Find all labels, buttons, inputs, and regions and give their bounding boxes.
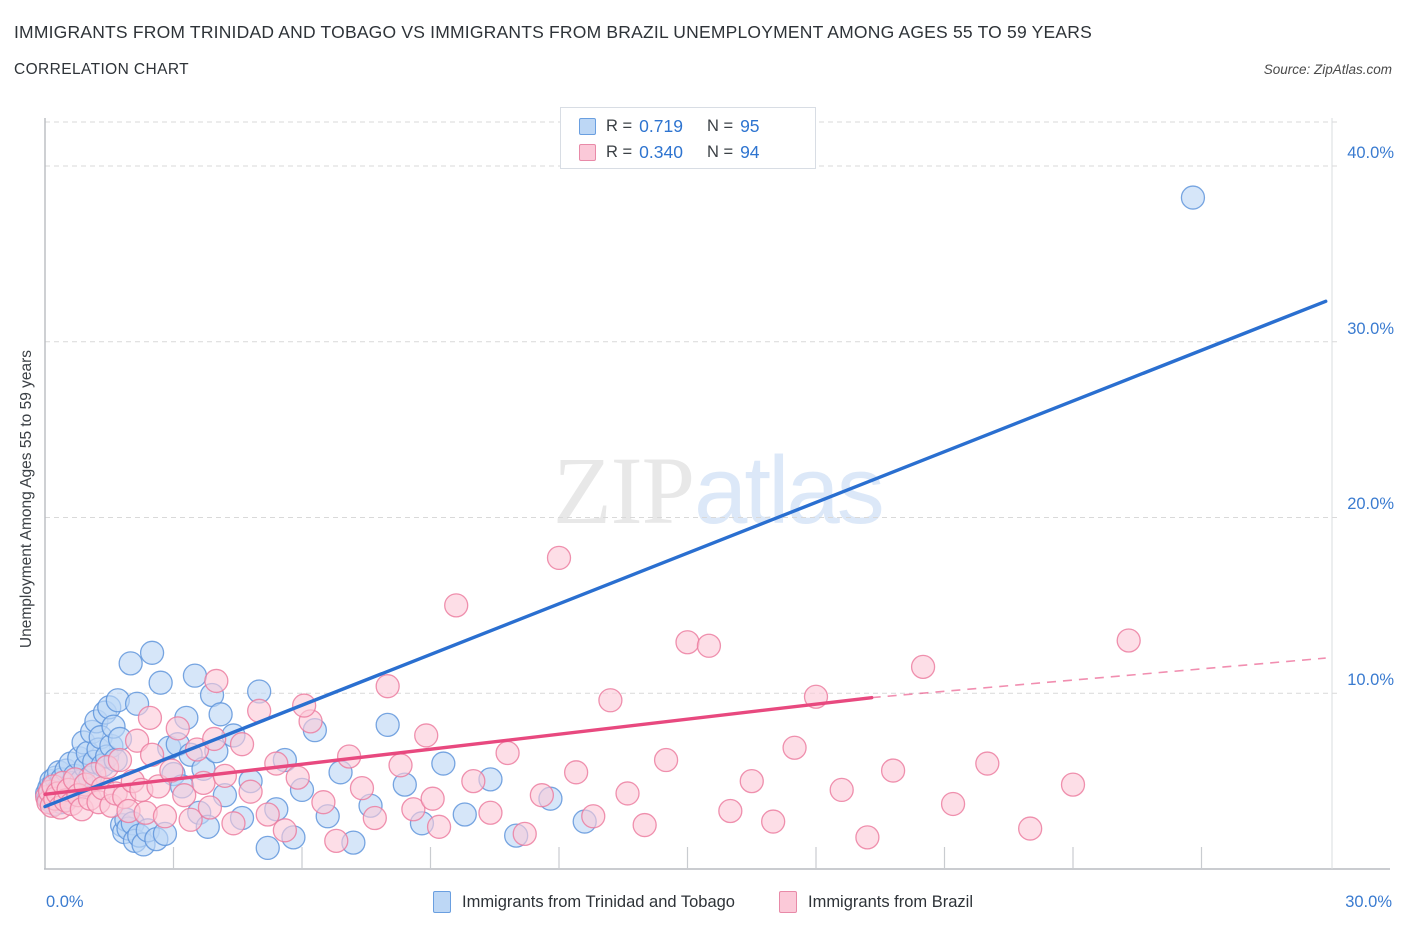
y-axis-title: Unemployment Among Ages 55 to 59 years [18, 349, 35, 649]
legend-item-brazil[interactable]: Immigrants from Brazil [778, 891, 974, 913]
series2-swatch-icon [579, 143, 596, 161]
source-label: Source: ZipAtlas.com [1263, 62, 1392, 77]
series2-r-value: 0.340 [639, 141, 683, 162]
trendline-trinidad-and-tobago [43, 299, 1328, 809]
series2-n-label: N = [706, 142, 734, 161]
y-tick-label-30: 30.0% [1347, 319, 1394, 338]
stat-row-series1: R = 0.719 N = 95 [579, 113, 760, 139]
series2-n-value: 94 [740, 141, 760, 162]
x-tick-label-max: 30.0% [1345, 893, 1392, 911]
x-tick-label-min: 0.0% [46, 893, 84, 911]
stat-row-series2: R = 0.340 N = 94 [579, 139, 760, 165]
legend-item-trinidad-and-tobago[interactable]: Immigrants from Trinidad and Tobago [432, 891, 735, 913]
legend-label-brazil: Immigrants from Brazil [807, 892, 974, 911]
series1-swatch-icon [579, 117, 596, 135]
series1-r-value: 0.719 [639, 115, 683, 136]
series1-n-label: N = [706, 116, 734, 135]
legend-swatch-brazil [778, 891, 797, 913]
series-points-trinidad-and-tobago [34, 185, 1206, 861]
series-points-brazil [34, 545, 1141, 854]
correlation-stats-box: R = 0.719 N = 95 R = 0.340 N = 94 [560, 107, 816, 169]
chart-legend: Immigrants from Trinidad and Tobago Immi… [0, 885, 1406, 919]
series1-r-label: R = [606, 116, 633, 135]
trendline-brazil [43, 695, 874, 796]
series2-r-label: R = [606, 142, 633, 161]
y-tick-label-20: 20.0% [1347, 495, 1394, 514]
page-title: IMMIGRANTS FROM TRINIDAD AND TOBAGO VS I… [14, 22, 1092, 42]
trendline-brazil-projection [871, 657, 1326, 699]
series1-n-value: 95 [740, 115, 760, 136]
legend-label-trinidad-and-tobago: Immigrants from Trinidad and Tobago [461, 892, 735, 911]
y-tick-label-10: 10.0% [1347, 671, 1394, 690]
y-tick-label-40: 40.0% [1347, 143, 1394, 162]
legend-swatch-trinidad-and-tobago [432, 891, 451, 913]
page-subtitle: CORRELATION CHART [14, 61, 190, 78]
